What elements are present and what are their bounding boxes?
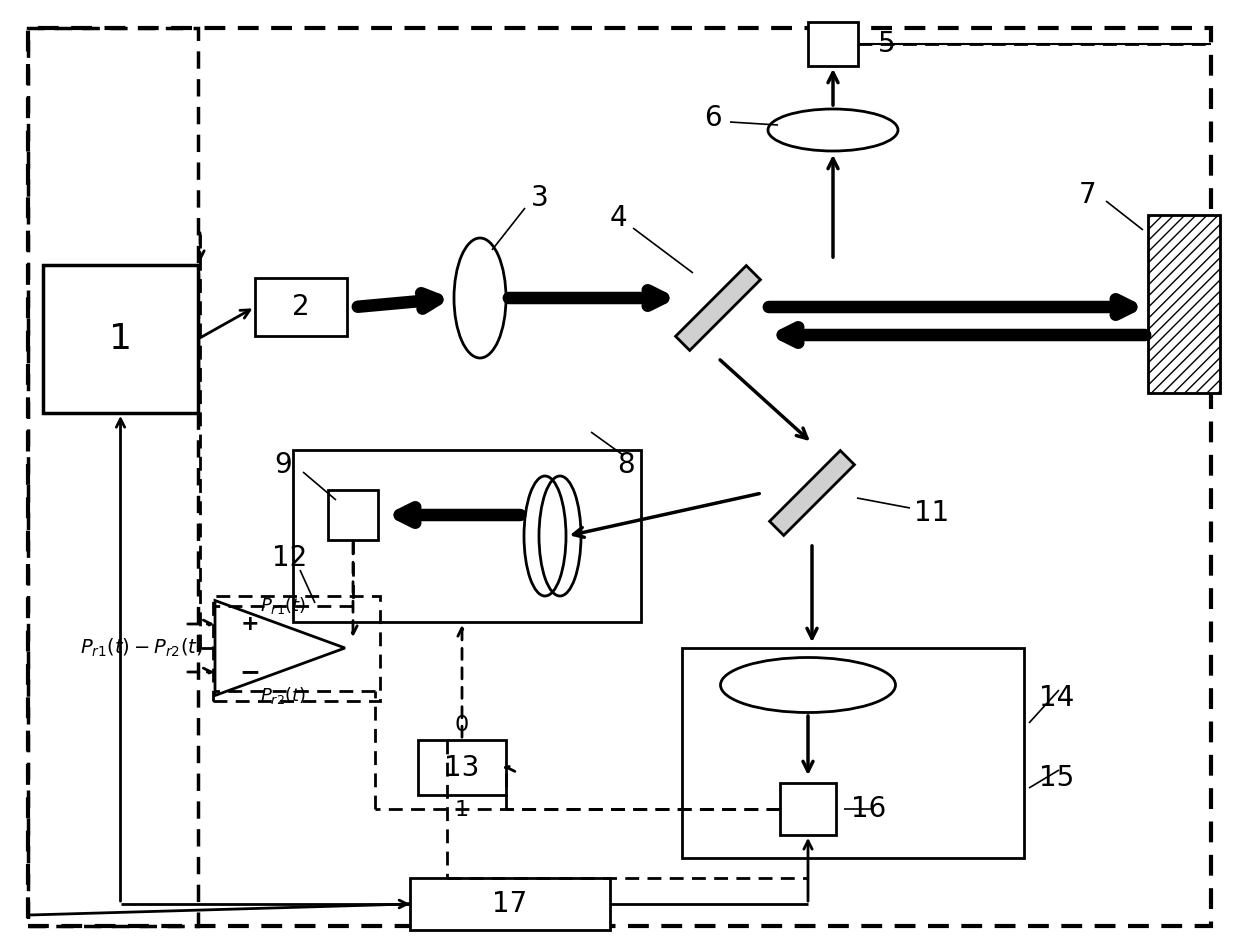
Text: 13: 13: [445, 754, 479, 781]
Text: 6: 6: [704, 104, 722, 132]
Polygon shape: [675, 265, 761, 351]
Text: 4: 4: [610, 204, 627, 232]
Text: 11: 11: [914, 499, 949, 527]
Bar: [328, 490, 378, 540]
Text: 0: 0: [455, 715, 470, 735]
Polygon shape: [769, 450, 855, 536]
Text: 15: 15: [1040, 764, 1074, 792]
Text: 12: 12: [273, 544, 307, 572]
Bar: [28, 28, 198, 926]
Text: 1: 1: [109, 322, 133, 356]
Text: $P_{r2}(t)$: $P_{r2}(t)$: [260, 685, 306, 706]
Text: 14: 14: [1040, 684, 1074, 712]
Bar: [43, 265, 198, 413]
Bar: [808, 22, 857, 66]
Bar: [213, 595, 380, 701]
Text: +: +: [240, 614, 259, 634]
Text: 1: 1: [455, 800, 470, 820]
Bar: [255, 278, 347, 336]
Text: −: −: [239, 660, 260, 684]
Text: 3: 3: [532, 184, 549, 212]
Bar: [418, 740, 506, 795]
Text: 2: 2: [292, 293, 310, 321]
Bar: [1149, 215, 1220, 393]
Text: 8: 8: [617, 451, 634, 479]
Text: $P_{r1}(t)$: $P_{r1}(t)$: [260, 595, 306, 616]
Text: 9: 9: [274, 451, 292, 479]
Bar: [781, 783, 836, 835]
Text: 5: 5: [878, 30, 896, 58]
Text: 7: 7: [1079, 181, 1097, 209]
Bar: [1149, 215, 1220, 393]
Bar: [681, 648, 1023, 858]
Bar: [410, 878, 610, 930]
Bar: [292, 450, 641, 622]
Text: 16: 16: [851, 795, 886, 823]
Text: $P_{r1}(t)-P_{r2}(t)$: $P_{r1}(t)-P_{r2}(t)$: [79, 637, 203, 659]
Text: 17: 17: [492, 890, 528, 918]
